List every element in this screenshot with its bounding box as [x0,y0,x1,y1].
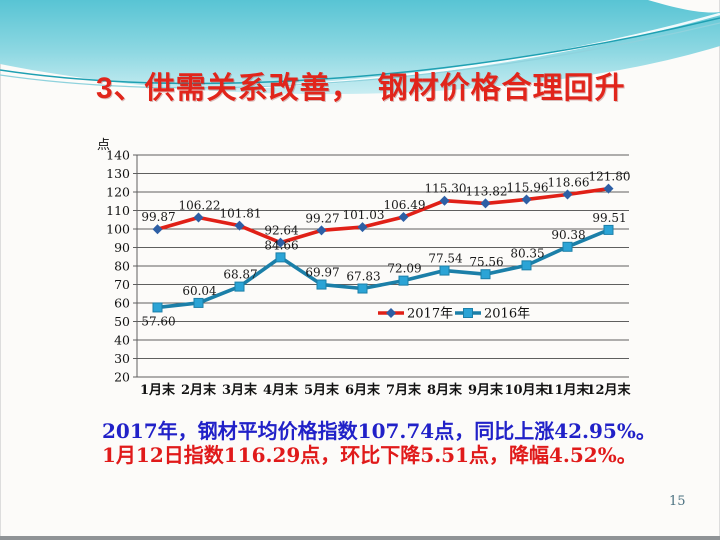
x-axis-label: 10月末 [504,382,549,398]
wave-accent-line-light [0,22,720,89]
x-axis-label: 1月末 [140,382,176,398]
data-point-label: 72.09 [387,262,421,276]
page-number: 15 [669,494,686,509]
legend-label: 2017年 [407,307,453,322]
y-tick-label: 70 [114,277,130,292]
data-point-label: 101.03 [343,208,385,222]
data-point-label: 84.66 [264,238,298,252]
data-point-marker [152,302,163,313]
legend-marker [386,308,396,318]
data-point-marker [562,241,573,252]
data-point-marker [357,222,368,233]
data-point-marker [603,183,614,194]
data-point-label: 60.04 [182,284,217,298]
y-tick-label: 50 [114,314,130,329]
data-point-marker [316,279,327,290]
data-point-label: 99.87 [141,210,175,224]
y-tick-label: 40 [114,333,130,348]
data-point-label: 99.27 [305,211,339,225]
data-point-marker [193,297,204,308]
y-tick-label: 100 [106,222,130,237]
commentary-line-1: 2017年，钢材平均价格指数107.74点，同比上涨42.95%。 [102,419,656,443]
x-axis-label: 6月末 [345,382,381,398]
data-point-label: 80.35 [510,246,544,260]
data-point-marker [603,224,614,235]
y-tick-label: 140 [106,148,130,163]
data-point-marker [398,211,409,222]
data-point-marker [234,220,245,231]
slide-bottom-border [0,536,720,540]
data-point-label: 121.80 [589,170,631,184]
data-point-label: 106.49 [384,198,426,212]
commentary-line-2: 1月12日指数116.29点，环比下降5.51点，降幅4.52%。 [102,442,637,467]
series-line-2016年 [155,228,611,310]
data-point-label: 68.87 [223,268,257,282]
y-tick-label: 80 [114,259,130,274]
data-point-label: 106.22 [179,198,221,212]
x-axis-label: 12月末 [586,382,631,398]
wave-main-shape [0,0,720,95]
data-point-marker [316,225,327,236]
data-point-marker [357,283,368,294]
y-tick-label: 110 [106,203,130,218]
y-tick-label: 130 [106,166,130,181]
wave-accent-line-teal [0,17,720,85]
data-point-label: 115.30 [425,182,467,196]
data-point-label: 67.83 [346,270,380,284]
data-point-label: 69.97 [305,266,339,280]
data-point-label: 113.82 [466,184,508,198]
y-tick-label: 60 [114,296,130,311]
data-point-label: 118.66 [548,175,590,189]
x-axis-label: 8月末 [427,382,463,398]
data-point-marker [398,275,409,286]
y-tick-label: 90 [114,240,130,255]
data-point-label: 75.56 [469,255,503,269]
chart-area: 20 30 40 50 60 70 80 90 100 110 120 130 140 点 1月末 2月末 3月… [0,130,720,400]
data-point-label: 77.54 [428,252,463,266]
data-point-marker [152,224,163,235]
x-axis-label: 5月末 [304,382,340,398]
x-axis-label: 3月末 [222,382,258,398]
data-point-marker [275,252,286,263]
data-point-label: 115.96 [507,180,549,194]
data-point-marker [275,237,286,248]
y-tick-label: 20 [114,370,130,385]
data-point-label: 101.81 [220,207,262,221]
data-point-label: 99.51 [592,211,626,225]
data-point-marker [562,189,573,200]
data-point-label: 90.38 [551,228,585,242]
data-point-label: 57.60 [141,314,175,328]
series-line-2017年 [155,186,611,245]
legend-marker [463,308,473,318]
data-point-marker [234,281,245,292]
data-point-marker [521,194,532,205]
header-wave-decoration [0,0,720,95]
x-axis-label: 9月末 [468,382,504,398]
data-point-marker [480,269,491,280]
x-axis-label: 2月末 [181,382,217,398]
x-axis-label: 11月末 [545,382,590,398]
data-point-marker [193,212,204,223]
x-axis-label: 4月末 [263,382,299,398]
data-point-label: 92.64 [264,224,299,238]
data-point-marker [439,195,450,206]
slide-title: 3、供需关系改善， 钢材价格合理回升 [96,72,626,105]
data-point-marker [521,260,532,271]
y-tick-label: 120 [106,185,130,200]
y-axis-unit-label: 点 [97,138,110,153]
commentary-block: 2017年，钢材平均价格指数107.74点，同比上涨42.95%。 1月12日指… [102,419,682,467]
data-point-marker [439,265,450,276]
x-axis-label: 7月末 [386,382,422,398]
y-tick-label: 30 [114,351,130,366]
legend-label: 2016年 [484,307,530,322]
data-point-marker [480,198,491,209]
